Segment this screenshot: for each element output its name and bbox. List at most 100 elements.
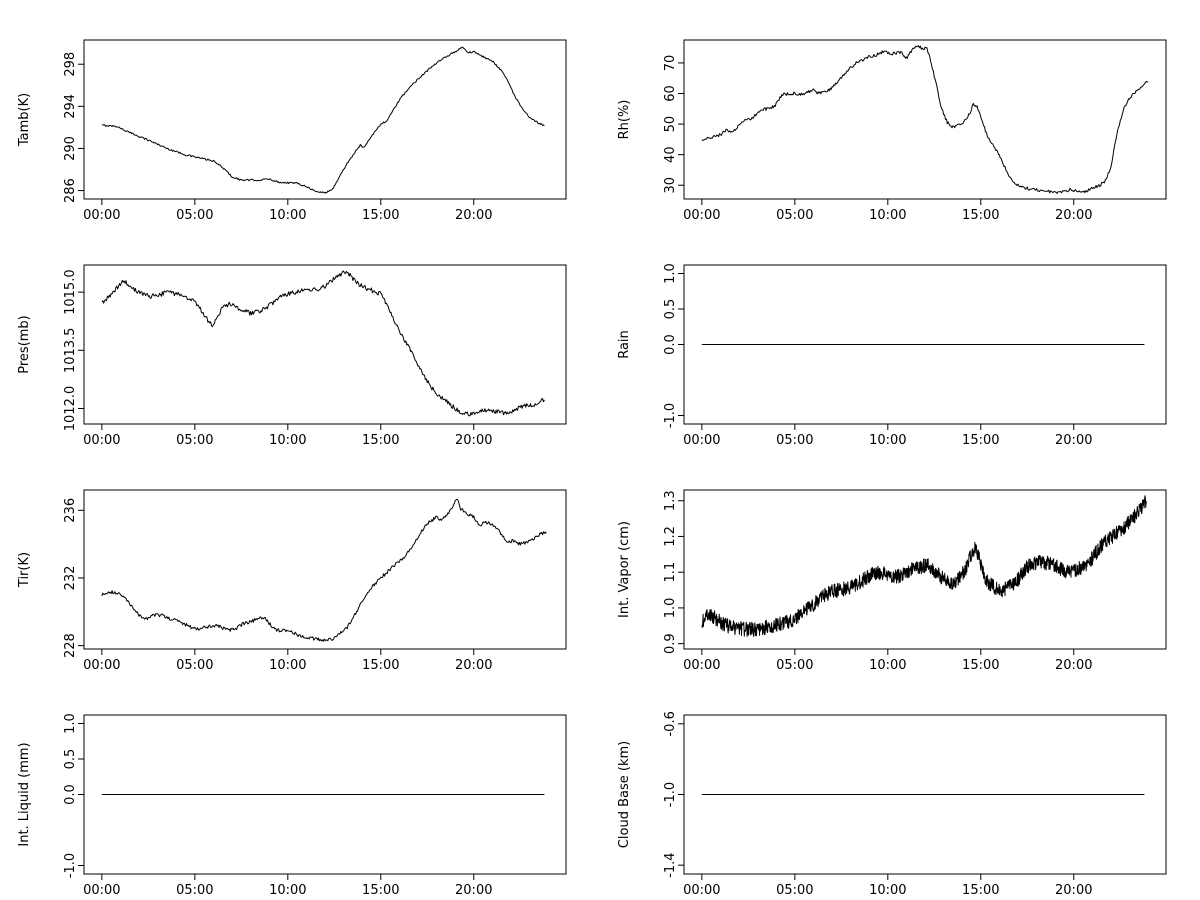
x-tick-label: 20:00: [455, 433, 492, 448]
x-tick-label: 05:00: [776, 433, 813, 448]
y-tick-label: -1.4: [663, 852, 678, 877]
y-tick-label: -1.0: [663, 782, 678, 807]
x-tick-label: 10:00: [869, 433, 906, 448]
x-tick-label: 15:00: [962, 658, 999, 673]
series-line: [101, 498, 547, 642]
y-tick-label: -1.0: [63, 853, 78, 878]
x-tick-label: 10:00: [269, 883, 306, 898]
plot-box: [683, 489, 1167, 650]
chart-svg-rain: 00:00 05:00 10:00 15:00 20:00 -1.0 0.0 0.5 1.0 Ra…: [617, 263, 1167, 448]
y-tick-label: 1.0: [63, 713, 78, 734]
y-tick-label: 1.0: [663, 263, 678, 284]
x-axis: 00:00 05:00 10:00 15:00 20:00: [683, 424, 1092, 448]
chart-svg-pres: 00:00 05:00 10:00 15:00 20:001012.01013.5101…: [17, 264, 567, 448]
x-tick-label: 10:00: [269, 658, 306, 673]
chart-svg-vapor: 00:00 05:00 10:00 15:00 20:00 0.9 1.0 1.1 1.2 1.3…: [617, 489, 1167, 673]
chart-rain: 00:00 05:00 10:00 15:00 20:00 -1.0 0.0 0.5 1.0 Ra…: [600, 225, 1200, 450]
y-axis-title: Rain: [617, 330, 632, 359]
x-tick-label: 05:00: [176, 658, 213, 673]
y-tick-label: 0.9: [663, 633, 678, 654]
x-axis: 00:00 05:00 10:00 15:00 20:00: [83, 874, 492, 898]
x-axis: 00:00 05:00 10:00 15:00 20:00: [83, 424, 492, 448]
y-tick-label: 40: [663, 146, 678, 163]
series-line: [101, 46, 545, 194]
y-tick-label: -0.6: [663, 711, 678, 736]
chart-cloud-base: 00:00 05:00 10:00 15:00 20:00 -1.4 -1.0 -0.6 Clo…: [600, 675, 1200, 900]
x-axis: 00:00 05:00 10:00 15:00 20:00: [683, 199, 1092, 223]
plot-box: [83, 39, 567, 200]
chart-tamb: 00:00 05:00 10:00 15:00 20:00 286 290 294 298 Tam…: [0, 0, 600, 225]
plot-box: [683, 39, 1167, 200]
x-axis: 00:00 05:00 10:00 15:00 20:00: [683, 874, 1092, 898]
y-tick-label: 294: [63, 94, 78, 119]
x-tick-label: 15:00: [362, 658, 399, 673]
y-axis: -1.0 0.0 0.5 1.0: [663, 263, 684, 428]
x-tick-label: 20:00: [1055, 433, 1092, 448]
chart-svg-cloudbase: 00:00 05:00 10:00 15:00 20:00 -1.4 -1.0 -0.6 Clo…: [617, 711, 1167, 898]
y-tick-label: 0.0: [663, 334, 678, 355]
x-tick-label: 15:00: [362, 208, 399, 223]
x-axis: 00:00 05:00 10:00 15:00 20:00: [83, 649, 492, 673]
x-tick-label: 00:00: [83, 208, 120, 223]
series-line: [701, 495, 1147, 637]
y-tick-label: 1.3: [663, 490, 678, 511]
x-tick-label: 05:00: [776, 658, 813, 673]
y-tick-label: 298: [63, 52, 78, 77]
x-tick-label: 10:00: [869, 208, 906, 223]
y-axis: -1.0 0.0 0.5 1.0: [63, 713, 84, 878]
y-tick-label: 50: [663, 116, 678, 133]
y-tick-label: 1013.5: [63, 328, 78, 374]
y-axis-title: Pres(mb): [17, 315, 32, 374]
x-tick-label: 15:00: [362, 433, 399, 448]
plot-box: [83, 489, 567, 650]
x-tick-label: 15:00: [362, 883, 399, 898]
x-tick-label: 05:00: [176, 433, 213, 448]
x-tick-label: 15:00: [962, 883, 999, 898]
series-line: [101, 270, 545, 417]
chart-svg-tir: 00:00 05:00 10:00 15:00 20:00 228 232 236 Tir(K): [17, 489, 567, 673]
x-tick-label: 10:00: [869, 658, 906, 673]
x-tick-label: 00:00: [683, 433, 720, 448]
y-axis: 30 40 50 60 70: [663, 55, 684, 194]
x-tick-label: 15:00: [962, 433, 999, 448]
chart-rh: 00:00 05:00 10:00 15:00 20:00 30 40 50 60 70 Rh(%): [600, 0, 1200, 225]
y-tick-label: 232: [63, 566, 78, 591]
x-tick-label: 00:00: [83, 433, 120, 448]
chart-pres: 00:00 05:00 10:00 15:00 20:00 1012.0 1013.5 101…: [0, 225, 600, 450]
y-axis: -1.4 -1.0 -0.6: [663, 711, 684, 878]
x-tick-label: 05:00: [176, 883, 213, 898]
y-tick-label: 1.0: [663, 598, 678, 619]
y-axis-title: Int. Liquid (mm): [17, 742, 32, 846]
chart-int-liquid: 00:00 05:00 10:00 15:00 20:00 -1.0 0.0 0.5 1.0 In…: [0, 675, 600, 900]
x-tick-label: 10:00: [269, 208, 306, 223]
y-tick-label: 0.5: [63, 749, 78, 770]
x-tick-label: 00:00: [83, 883, 120, 898]
y-axis: 0.9 1.0 1.1 1.2 1.3: [663, 490, 684, 654]
chart-svg-liquid: 00:00 05:00 10:00 15:00 20:00 -1.0 0.0 0.5 1.0 In…: [17, 713, 567, 898]
x-tick-label: 00:00: [683, 883, 720, 898]
series-line: [701, 45, 1149, 194]
x-tick-label: 20:00: [455, 883, 492, 898]
y-tick-label: -1.0: [663, 403, 678, 428]
x-axis: 00:00 05:00 10:00 15:00 20:00: [683, 649, 1092, 673]
y-axis-title: Int. Vapor (cm): [617, 521, 632, 618]
chart-svg-tamb: 00:00 05:00 10:00 15:00 20:00 286 290 294 298 Tam…: [17, 39, 567, 223]
y-tick-label: 0.5: [663, 299, 678, 320]
y-axis: 228 232 236: [63, 498, 84, 658]
y-tick-label: 290: [63, 136, 78, 161]
y-axis-title: Tir(K): [17, 552, 32, 588]
x-tick-label: 10:00: [869, 883, 906, 898]
x-axis: 00:00 05:00 10:00 15:00 20:00: [83, 199, 492, 223]
x-tick-label: 05:00: [776, 208, 813, 223]
x-tick-label: 20:00: [1055, 883, 1092, 898]
y-axis: 286 290 294 298: [63, 52, 84, 203]
y-tick-label: 60: [663, 85, 678, 102]
y-tick-label: 236: [63, 498, 78, 523]
x-tick-label: 15:00: [962, 208, 999, 223]
y-tick-label: 1.1: [663, 562, 678, 583]
chart-svg-rh: 00:00 05:00 10:00 15:00 20:00 30 40 50 60 70 Rh(%): [617, 39, 1167, 223]
x-tick-label: 00:00: [683, 208, 720, 223]
y-axis-title: Rh(%): [617, 100, 632, 140]
x-tick-label: 05:00: [776, 883, 813, 898]
